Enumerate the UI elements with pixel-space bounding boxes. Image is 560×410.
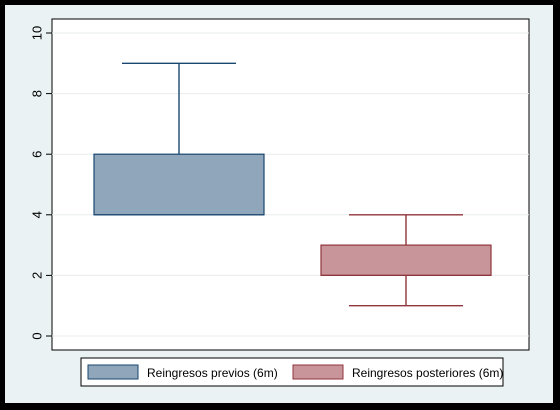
y-tick-label: 10	[30, 26, 45, 40]
y-tick-label: 0	[30, 332, 45, 339]
boxes	[93, 62, 492, 307]
legend-label-previos: Reingresos previos (6m)	[147, 366, 278, 380]
y-axis-ticks: 0 2 4 6 8 10	[30, 26, 52, 340]
box-iqr	[320, 244, 492, 277]
legend-swatch-posteriores	[292, 364, 344, 380]
y-tick-label: 4	[30, 211, 45, 218]
y-tick-label: 6	[30, 151, 45, 158]
legend-label-posteriores: Reingresos posteriores (6m)	[352, 366, 503, 380]
y-tick-label: 8	[30, 90, 45, 97]
box-group-1	[320, 214, 492, 307]
legend-box	[80, 357, 504, 387]
box-iqr	[93, 153, 265, 216]
y-tick-label: 2	[30, 272, 45, 279]
box-group-0	[93, 62, 265, 216]
legend-swatch-previos	[87, 364, 139, 380]
